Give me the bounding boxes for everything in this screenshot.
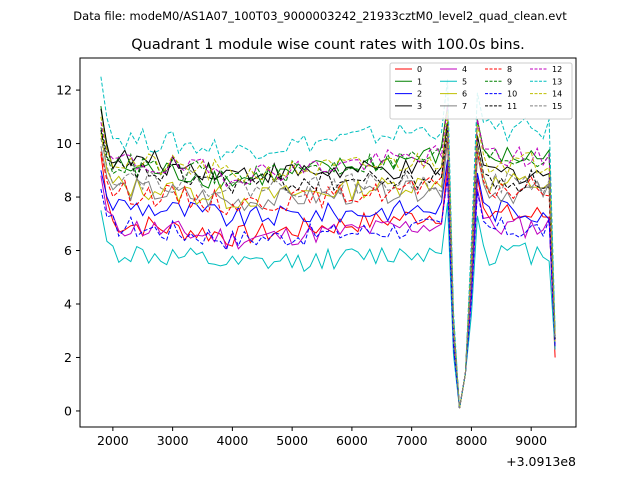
legend-label-10: 10 bbox=[507, 90, 517, 99]
series-line-12 bbox=[100, 106, 556, 409]
legend-label-12: 12 bbox=[552, 65, 562, 74]
legend-label-0: 0 bbox=[417, 65, 422, 74]
legend-label-6: 6 bbox=[462, 90, 467, 99]
legend-label-3: 3 bbox=[417, 102, 422, 111]
x-tick-label: 7000 bbox=[396, 433, 428, 448]
x-tick-label: 9000 bbox=[515, 433, 547, 448]
series-line-3 bbox=[100, 108, 556, 409]
y-tick-label: 0 bbox=[64, 403, 72, 418]
legend-label-9: 9 bbox=[507, 77, 512, 86]
y-tick-label: 10 bbox=[56, 136, 72, 151]
series-line-15 bbox=[100, 132, 556, 409]
x-tick-label: 8000 bbox=[456, 433, 488, 448]
legend-label-15: 15 bbox=[552, 102, 562, 111]
chart-title: Quadrant 1 module wise count rates with … bbox=[131, 37, 525, 53]
x-tick-label: 2000 bbox=[97, 433, 129, 448]
y-tick-label: 2 bbox=[64, 350, 72, 365]
x-tick-label: 4000 bbox=[216, 433, 248, 448]
series-lines bbox=[100, 76, 556, 409]
y-tick-label: 4 bbox=[64, 297, 72, 312]
series-line-11 bbox=[100, 130, 556, 409]
y-tick-label: 8 bbox=[64, 190, 72, 205]
legend-label-8: 8 bbox=[507, 65, 512, 74]
series-line-2 bbox=[100, 159, 556, 409]
y-tick-label: 12 bbox=[56, 83, 72, 98]
series-line-10 bbox=[100, 178, 556, 409]
series-line-4 bbox=[100, 175, 556, 409]
legend-label-2: 2 bbox=[417, 90, 422, 99]
legend-label-7: 7 bbox=[462, 102, 467, 111]
y-tick-label: 6 bbox=[64, 243, 72, 258]
suptitle: Data file: modeM0/AS1A07_100T03_90000032… bbox=[73, 9, 567, 23]
legend-box bbox=[389, 62, 573, 120]
x-offset-label: +3.0913e8 bbox=[506, 454, 576, 469]
legend-label-5: 5 bbox=[462, 77, 467, 86]
series-line-5 bbox=[100, 202, 556, 409]
legend-label-4: 4 bbox=[462, 65, 467, 74]
x-tick-label: 6000 bbox=[336, 433, 368, 448]
legend-label-14: 14 bbox=[552, 90, 562, 99]
x-tick-label: 3000 bbox=[157, 433, 189, 448]
legend-label-13: 13 bbox=[552, 77, 562, 86]
series-line-8 bbox=[100, 138, 556, 409]
x-tick-label: 5000 bbox=[276, 433, 308, 448]
legend-label-11: 11 bbox=[507, 102, 517, 111]
axes: 2000 3000 4000 5000 6000 7000 8000 9000 0 2 4 6 8 10 1… bbox=[56, 83, 547, 448]
series-line-6 bbox=[100, 132, 556, 409]
legend-label-1: 1 bbox=[417, 77, 422, 86]
series-line-14 bbox=[100, 111, 556, 409]
